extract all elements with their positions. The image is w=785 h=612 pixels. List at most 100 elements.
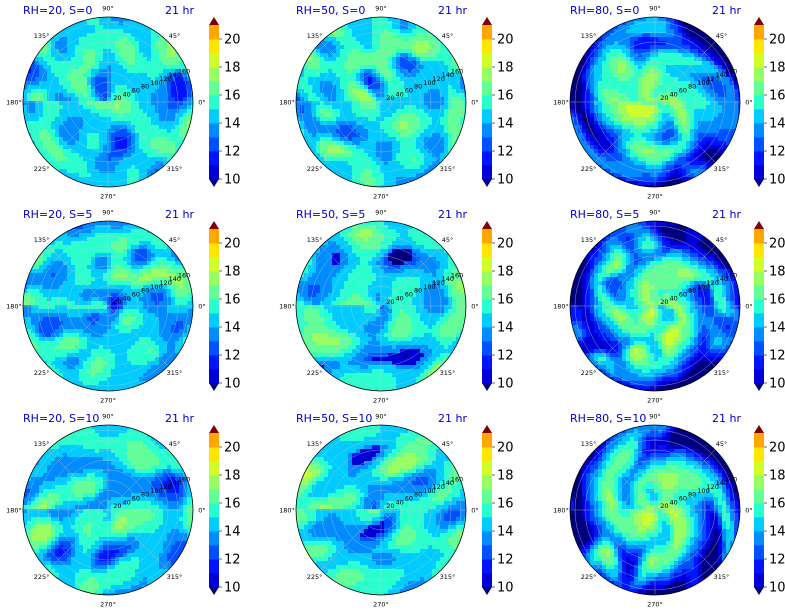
colorbar-tick-label: 12	[224, 145, 241, 160]
colorbar-extend-min	[209, 383, 219, 391]
colorbar-segment	[754, 461, 764, 476]
colorbar-tick-label: 16	[769, 497, 785, 512]
angle-tick-label: 225°	[34, 573, 50, 581]
radial-tick-label: 80	[141, 83, 149, 91]
colorbar-segment	[754, 475, 764, 490]
angle-tick-label: 270°	[373, 601, 389, 609]
radial-tick-label: 140	[442, 275, 454, 283]
panel-time-label: 21 hr	[712, 4, 741, 17]
radial-tick-label: 100	[150, 79, 162, 87]
angle-tick-label: 270°	[647, 601, 663, 609]
colorbar-extend-min	[209, 179, 219, 187]
colorbar-tick-label: 18	[224, 265, 241, 280]
colorbar-segment	[754, 243, 764, 258]
colorbar-tick-label: 16	[224, 497, 241, 512]
colorbar-segment	[209, 39, 219, 54]
radial-tick-label: 120	[706, 483, 718, 491]
colorbar-tick-label: 18	[769, 469, 785, 484]
colorbar-tick-label: 14	[224, 321, 241, 336]
colorbar-tick-label: 20	[497, 237, 514, 252]
colorbar-segment	[754, 299, 764, 314]
colorbar-segment	[209, 369, 219, 384]
angle-tick-label: 180°	[279, 303, 295, 311]
angle-tick-label: 180°	[6, 303, 22, 311]
colorbar-tick-label: 20	[769, 237, 785, 252]
angle-tick-label: 45°	[716, 32, 728, 40]
angle-tick-label: 225°	[34, 165, 50, 173]
radial-tick-label: 80	[141, 491, 149, 499]
colorbar-tick-label: 18	[224, 469, 241, 484]
colorbar-segment	[209, 81, 219, 96]
angle-tick-label: 0°	[745, 303, 752, 311]
colorbar-extend-max	[754, 17, 764, 25]
colorbar-segment	[754, 151, 764, 166]
polar-grid	[296, 425, 466, 595]
radial-tick-label: 160	[451, 67, 463, 75]
colorbar-segment	[754, 545, 764, 560]
radial-tick-label: 140	[442, 71, 454, 79]
radial-tick-label: 100	[150, 283, 162, 291]
colorbar-tick-label: 16	[497, 293, 514, 308]
angle-tick-label: 45°	[716, 440, 728, 448]
colorbar-tick-label: 14	[769, 321, 785, 336]
colorbar-segment	[482, 573, 492, 588]
colorbar-segment	[482, 559, 492, 574]
colorbar-segment	[482, 503, 492, 518]
colorbar-segment	[754, 95, 764, 110]
colorbar-tick-label: 14	[497, 525, 514, 540]
colorbar-tick-label: 16	[769, 293, 785, 308]
colorbar-segment	[482, 67, 492, 82]
radial-tick-label: 80	[688, 491, 696, 499]
angle-tick-label: 90°	[649, 413, 661, 421]
radial-tick-label: 60	[405, 291, 413, 299]
polar-frame	[569, 220, 741, 392]
colorbar-segment	[482, 25, 492, 40]
radial-tick-label: 20	[660, 94, 668, 102]
colorbar-segment	[209, 299, 219, 314]
polar-panel: 20 40 60 80 10012014016090°45°0°315°270°225°…	[6, 4, 240, 201]
panel-title: RH=50, S=0	[296, 4, 365, 17]
colorbar-extend-min	[754, 383, 764, 391]
angle-tick-label: 225°	[307, 165, 323, 173]
panel-title: RH=50, S=10	[296, 412, 372, 425]
colorbar-tick-label: 18	[769, 61, 785, 76]
colorbar-segment	[482, 53, 492, 68]
colorbar-extend-min	[482, 179, 492, 187]
angle-tick-label: 180°	[279, 99, 295, 107]
radial-tick-label: 40	[395, 294, 403, 302]
radial-tick-label: 160	[178, 475, 190, 483]
radial-tick-label: 100	[423, 283, 435, 291]
angle-tick-label: 225°	[307, 573, 323, 581]
angle-tick-label: 270°	[373, 193, 389, 201]
colorbar-tick-label: 10	[497, 581, 514, 596]
colorbar-tick-label: 20	[769, 33, 785, 48]
colorbar-segment	[209, 123, 219, 138]
angle-tick-label: 315°	[167, 165, 183, 173]
colorbar-tick-label: 10	[769, 581, 785, 596]
colorbar-segment	[209, 285, 219, 300]
angle-tick-label: 315°	[440, 573, 456, 581]
polar-grid	[23, 425, 193, 595]
angle-tick-label: 90°	[375, 413, 387, 421]
polar-frame	[22, 16, 194, 188]
colorbar-tick-label: 10	[769, 377, 785, 392]
angle-tick-label: 90°	[375, 209, 387, 217]
radial-tick-label: 20	[113, 298, 121, 306]
colorbar-segment	[482, 229, 492, 244]
angle-tick-label: 180°	[279, 507, 295, 515]
colorbar-tick-label: 18	[769, 265, 785, 280]
colorbar-segment	[209, 165, 219, 180]
radial-tick-label: 160	[178, 271, 190, 279]
colorbar-segment	[754, 285, 764, 300]
radial-tick-label: 60	[405, 87, 413, 95]
radial-tick-label: 120	[706, 75, 718, 83]
colorbar: 10 12 14 16 18 20	[209, 425, 241, 596]
polar-panel: 20 40 60 80 10012014016090°45°0°315°270°225°…	[279, 4, 513, 201]
colorbar-segment	[754, 559, 764, 574]
colorbar-tick-label: 20	[497, 441, 514, 456]
angle-tick-label: 135°	[34, 236, 50, 244]
polar-grid	[570, 425, 740, 595]
colorbar: 10 12 14 16 18 20	[209, 221, 241, 392]
radial-tick-label: 20	[386, 94, 394, 102]
polar-grid	[570, 221, 740, 391]
